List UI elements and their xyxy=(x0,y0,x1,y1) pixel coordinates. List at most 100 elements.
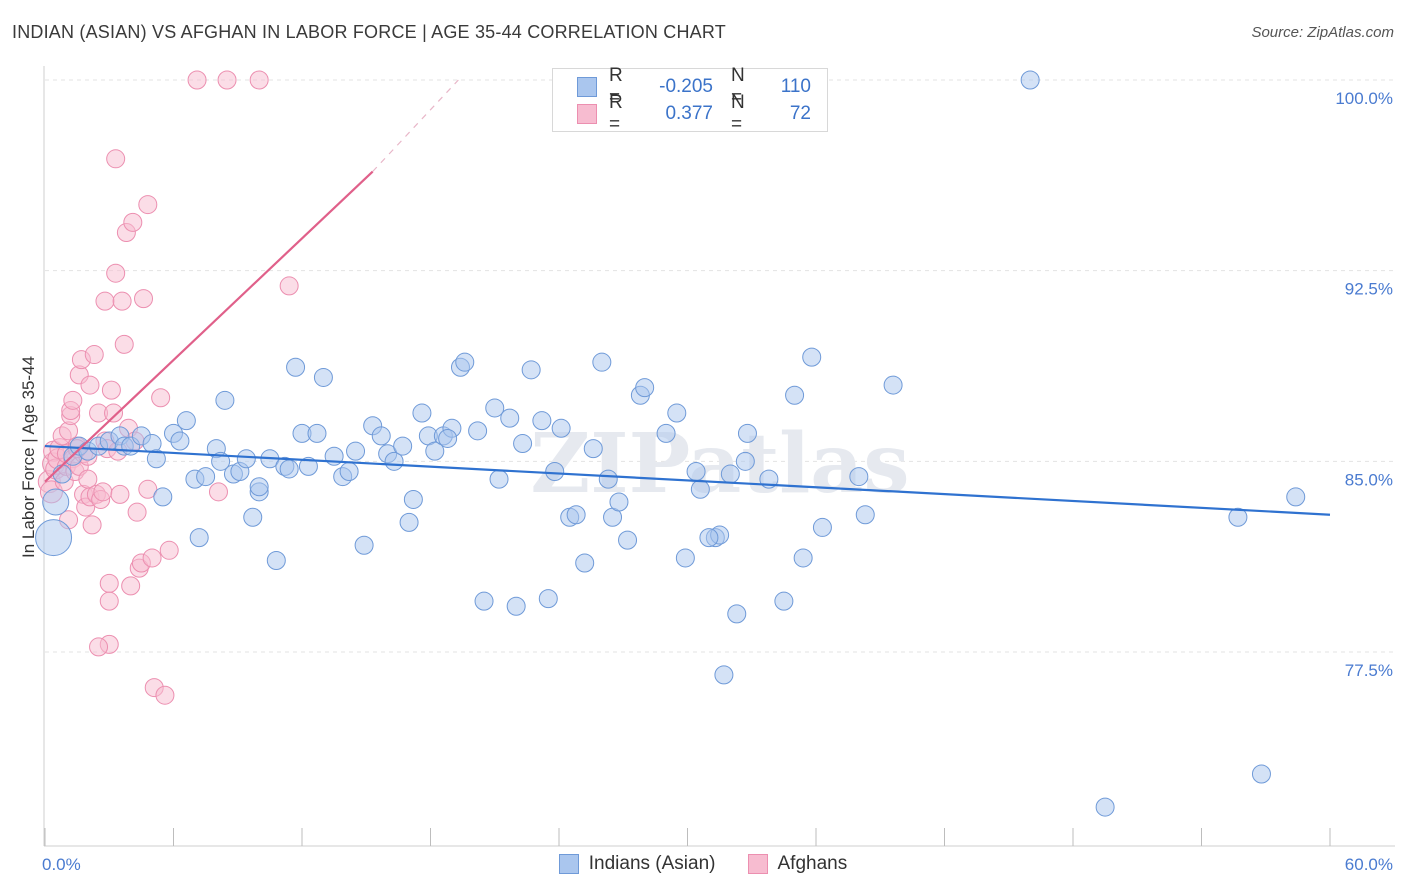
indians-point xyxy=(667,403,687,423)
y-axis-label: In Labor Force | Age 35-44 xyxy=(19,356,38,558)
indians-point xyxy=(371,426,391,446)
indians-point xyxy=(793,548,813,568)
indians-point xyxy=(812,517,832,537)
indians-point xyxy=(1228,507,1248,527)
indians-point xyxy=(855,505,875,525)
indians-point xyxy=(313,367,333,387)
indians-point xyxy=(686,462,706,482)
indians-point xyxy=(279,459,299,479)
indians-point xyxy=(785,385,805,405)
afghans-point xyxy=(84,345,104,365)
afghans-point xyxy=(134,289,154,309)
axes xyxy=(43,66,1395,847)
watermark: ZIPatlas xyxy=(530,416,909,512)
indians-point xyxy=(339,462,359,482)
indians-points xyxy=(35,70,1306,817)
trend-lines xyxy=(44,79,1331,516)
indians-point xyxy=(249,477,269,497)
indians-point xyxy=(42,488,70,516)
indians-point xyxy=(521,360,541,380)
indians-point xyxy=(618,530,638,550)
afghans-point xyxy=(99,591,119,611)
indians-point xyxy=(485,398,505,418)
afghans-point xyxy=(112,291,132,311)
chart-title: INDIAN (ASIAN) VS AFGHAN IN LABOR FORCE … xyxy=(12,22,726,42)
indians-point xyxy=(412,403,432,423)
legend-r-value: 0.377 xyxy=(665,103,713,124)
indians-point xyxy=(598,469,618,489)
indians-point xyxy=(176,411,196,431)
legend-swatch-indians xyxy=(577,77,597,97)
indians-point xyxy=(538,589,558,609)
afghans-point xyxy=(151,388,171,408)
y-tick-labels: 77.5% 85.0% 92.5% 100.0% xyxy=(1335,89,1393,680)
series-legend-indians[interactable]: Indians (Asian) xyxy=(558,853,716,875)
indians-point xyxy=(656,423,676,443)
afghans-trend-extension xyxy=(372,79,459,172)
indians-point xyxy=(170,431,190,451)
indians-point xyxy=(346,441,366,461)
afghans-points xyxy=(37,70,299,705)
indians-point xyxy=(146,449,166,469)
indians-point xyxy=(532,411,552,431)
gridlines xyxy=(45,79,1395,653)
afghans-point xyxy=(155,685,175,705)
indians-point xyxy=(425,441,445,461)
source-credit: Source: ZipAtlas.com xyxy=(1251,24,1394,41)
correlation-legend: R = -0.205 N = 110 R = 0.377 N = 72 xyxy=(552,65,828,135)
indians-point xyxy=(714,665,734,685)
indians-point xyxy=(438,428,458,448)
afghans-point xyxy=(93,482,113,502)
legend-n-value: 72 xyxy=(789,103,811,124)
indians-point xyxy=(468,421,488,441)
legend-n-value: 110 xyxy=(780,76,811,97)
indians-point xyxy=(727,604,747,624)
indians-point xyxy=(592,352,612,372)
indians-point xyxy=(1251,764,1271,784)
legend-r-label: R = xyxy=(609,65,623,108)
indians-point xyxy=(236,449,256,469)
indians-point xyxy=(583,439,603,459)
afghans-point xyxy=(138,479,158,499)
indians-point xyxy=(737,423,757,443)
indians-point xyxy=(35,519,73,557)
indians-point xyxy=(513,434,533,454)
afghans-point xyxy=(82,515,102,535)
series-legend: Indians (Asian) Afghans xyxy=(0,850,1406,878)
afghans-trend-line xyxy=(44,170,374,483)
y-tick-label: 100.0% xyxy=(1335,89,1393,108)
indians-point xyxy=(883,375,903,395)
legend-r-value: -0.205 xyxy=(659,76,713,97)
afghans-point xyxy=(217,70,237,90)
indians-point xyxy=(189,528,209,548)
indians-point xyxy=(609,492,629,512)
indians-point xyxy=(1286,487,1306,507)
indians-point xyxy=(399,512,419,532)
series-legend-afghans[interactable]: Afghans xyxy=(747,853,848,875)
indians-point xyxy=(52,464,72,484)
afghans-point xyxy=(89,637,109,657)
indians-point xyxy=(500,408,520,428)
afghans-point xyxy=(187,70,207,90)
indians-point xyxy=(474,591,494,611)
indians-point xyxy=(720,464,740,484)
indians-point xyxy=(286,357,306,377)
afghans-point xyxy=(101,380,121,400)
series-label-afghans: Afghans xyxy=(777,853,848,874)
afghans-point xyxy=(106,263,126,283)
afghans-point xyxy=(80,375,100,395)
afghans-point xyxy=(114,334,134,354)
indians-point xyxy=(802,347,822,367)
indians-point xyxy=(699,528,719,548)
afghans-point xyxy=(95,291,115,311)
afghans-point xyxy=(104,403,124,423)
indians-point xyxy=(675,548,695,568)
indians-point xyxy=(243,507,263,527)
indians-point xyxy=(153,487,173,507)
y-tick-label: 77.5% xyxy=(1345,661,1393,680)
series-swatch-afghans xyxy=(747,854,768,874)
legend-n-label: N = xyxy=(731,92,745,135)
x-tick-label-min: 0.0% xyxy=(42,855,81,874)
afghans-point xyxy=(159,540,179,560)
